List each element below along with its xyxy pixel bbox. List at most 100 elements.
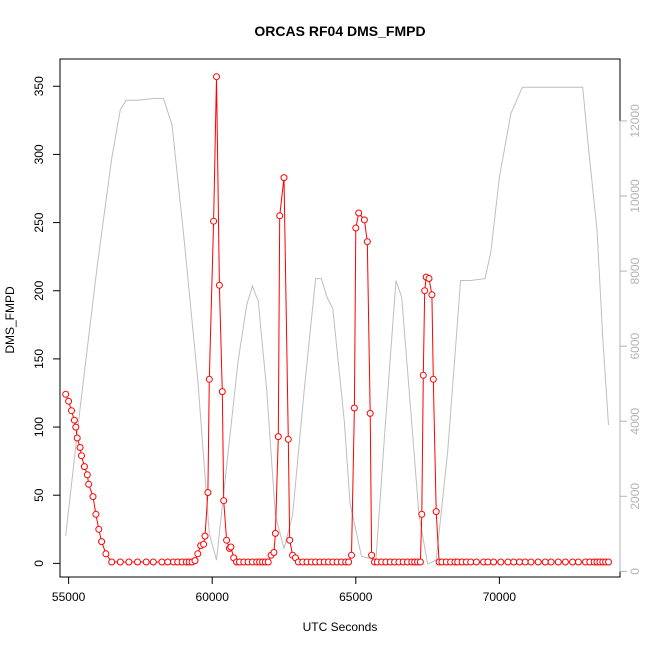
data-point [521, 558, 529, 566]
data-point [574, 558, 582, 566]
y-tick-label: 100 [32, 417, 46, 437]
data-point [504, 558, 512, 566]
data-point [108, 558, 116, 566]
data-point [547, 558, 555, 566]
data-point [191, 557, 199, 565]
data-point [348, 551, 355, 559]
data-point [142, 558, 150, 566]
data-point [220, 497, 228, 505]
data-point [68, 407, 75, 415]
data-point [210, 217, 218, 225]
data-point [215, 281, 223, 289]
data-point [490, 558, 498, 566]
data-point [472, 558, 480, 566]
data-point [158, 558, 166, 566]
axes-layer: 55000 60000 65000 7000005010015020025030035… [32, 76, 642, 604]
data-point [271, 529, 279, 537]
y2-tick-label: 4000 [628, 408, 642, 435]
data-point [366, 409, 374, 417]
data-point [421, 287, 429, 295]
data-point [467, 558, 475, 566]
data-point [432, 508, 440, 516]
data-point [125, 558, 133, 566]
y-tick-label: 0 [32, 560, 46, 567]
data-point [85, 480, 93, 488]
data-point [62, 390, 70, 398]
data-point [164, 558, 172, 566]
y2-tick-label: 6000 [628, 332, 642, 359]
data-point [223, 536, 231, 544]
data-point [218, 388, 226, 396]
data-point [286, 536, 294, 544]
data-point [428, 291, 436, 299]
y2-tick-label: 2000 [628, 483, 642, 510]
x-tick-label: 55000 [52, 590, 86, 604]
y-tick-label: 300 [32, 144, 46, 164]
y-tick-label: 200 [32, 280, 46, 300]
data-point [569, 558, 577, 566]
data-point [368, 551, 376, 559]
y-tick-label: 250 [32, 212, 46, 232]
data-point [65, 397, 73, 405]
data-point [70, 416, 78, 424]
y2-tick-label: 8000 [628, 257, 642, 284]
data-point [89, 493, 97, 501]
data-point [350, 404, 358, 412]
data-point [418, 510, 426, 518]
y2-tick-label: 12000 [628, 104, 642, 138]
data-point [204, 489, 212, 496]
data-point [201, 532, 209, 540]
data-point [534, 558, 542, 566]
data-point [264, 558, 272, 566]
data-point [134, 558, 141, 566]
data-point [363, 238, 371, 246]
data-point [527, 558, 535, 566]
data-point [416, 558, 424, 566]
data-point [355, 209, 363, 217]
data-point [284, 435, 292, 443]
data-point [227, 543, 235, 551]
secondary-series-line [65, 86, 609, 565]
data-point [516, 558, 523, 566]
data-point [345, 558, 353, 566]
x-tick-label: 70000 [483, 590, 517, 604]
data-point [352, 224, 360, 232]
data-point [554, 558, 562, 566]
data-point [425, 275, 433, 282]
data-point [270, 549, 278, 556]
primary-series-points-layer [62, 73, 612, 566]
data-point [484, 558, 492, 566]
data-point [102, 550, 110, 558]
data-point [429, 375, 437, 383]
data-point [149, 558, 157, 566]
data-point [561, 558, 569, 566]
x-axis-label: UTC Seconds [303, 620, 378, 634]
data-point [95, 525, 103, 533]
chart-title: ORCAS RF04 DMS_FMPD [254, 23, 425, 39]
y-axis-label: DMS_FMPD [3, 286, 17, 354]
secondary-series-layer [65, 86, 609, 565]
data-point [76, 444, 84, 451]
data-point [205, 375, 213, 383]
x-tick-label: 65000 [339, 590, 373, 604]
y2-tick-label: 10000 [628, 179, 642, 213]
data-point [116, 558, 124, 566]
data-point [83, 471, 91, 479]
x-tick-label: 60000 [196, 590, 230, 604]
y-tick-label: 150 [32, 349, 46, 369]
data-point [72, 423, 80, 431]
data-point [80, 463, 88, 471]
data-point [73, 434, 81, 442]
data-point [98, 538, 106, 546]
data-point [419, 371, 427, 379]
data-point [78, 452, 85, 460]
data-point [200, 540, 208, 548]
data-point [213, 73, 220, 81]
data-point [274, 433, 282, 441]
y-tick-label: 50 [32, 488, 46, 502]
y-tick-label: 350 [32, 76, 46, 96]
data-point [92, 510, 100, 518]
y2-tick-label: 0 [628, 568, 642, 575]
